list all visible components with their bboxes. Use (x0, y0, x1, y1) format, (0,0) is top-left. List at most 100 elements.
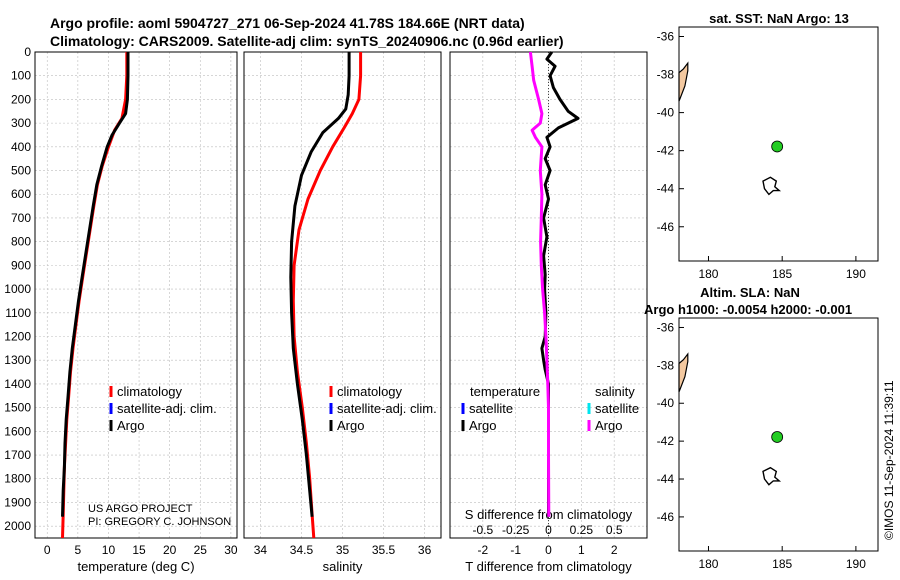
legend-diff-temp-head: temperature (470, 384, 540, 399)
x-tick-label: 20 (163, 543, 177, 557)
y-tick-label: 300 (11, 116, 31, 130)
y-tick-label: 2000 (4, 519, 31, 533)
series-line-argo (540, 51, 580, 517)
figure-title-line2: Climatology: CARS2009. Satellite-adj cli… (50, 33, 564, 49)
land-outline (678, 61, 689, 102)
y-tick-label: 500 (11, 164, 31, 178)
x-tick-label: 34 (254, 543, 268, 557)
legend-temperature-label: satellite-adj. clim. (117, 401, 217, 416)
lon-tick-label: 185 (772, 267, 792, 281)
y-tick-label: 1900 (4, 495, 31, 509)
x-tick-label: 2 (611, 543, 618, 557)
y-tick-label: 1500 (4, 401, 31, 415)
y-tick-label: 1800 (4, 472, 31, 486)
y-tick-label: 700 (11, 211, 31, 225)
legend-temperature-label: Argo (117, 418, 144, 433)
lat-tick-label: -46 (657, 510, 675, 524)
x-tick-label: 35.5 (372, 543, 396, 557)
map-bottom-title-line1: Altim. SLA: NaN (700, 285, 800, 300)
credit-line1: US ARGO PROJECT (88, 503, 193, 515)
lat-tick-label: -42 (657, 144, 675, 158)
x-tick-label: 0 (44, 543, 51, 557)
temperature-profile-panel: 0100200300400500600700800900100011001200… (4, 45, 238, 574)
plot-frame (34, 51, 238, 539)
legend-diff-temp-label: satellite (469, 401, 513, 416)
x-tick-label: 30 (224, 543, 238, 557)
legends: climatology satellite-adj. clim. Argo clima… (109, 384, 639, 433)
legend-temperature-label: climatology (117, 384, 183, 399)
map-bottom-title-line2: Argo h1000: -0.0054 h2000: -0.001 (644, 302, 852, 317)
lon-tick-label: 180 (698, 267, 718, 281)
float-location-marker (771, 140, 784, 153)
lat-tick-label: -42 (657, 434, 675, 448)
legend-salinity-label: Argo (337, 418, 364, 433)
series-line-climatology (291, 52, 363, 539)
lon-tick-label: 180 (698, 557, 718, 571)
legend-diff-temp-label: Argo (469, 418, 496, 433)
legend-diff-sal-label: satellite (595, 401, 639, 416)
legend-diff-sal-head: salinity (595, 384, 635, 399)
series-line-argo (528, 51, 551, 517)
y-tick-label: 200 (11, 92, 31, 106)
y-tick-label: 1600 (4, 424, 31, 438)
x-tick-label: 36 (418, 543, 432, 557)
lat-tick-label: -40 (657, 396, 675, 410)
lat-tick-label: -40 (657, 106, 675, 120)
x-axis-label: T difference from climatology (465, 559, 632, 574)
legend-salinity-label: satellite-adj. clim. (337, 401, 437, 416)
y-tick-label: 1300 (4, 353, 31, 367)
lat-tick-label: -38 (657, 358, 675, 372)
y-tick-label: 600 (11, 187, 31, 201)
plot-frame (243, 51, 442, 539)
x-tick-label: 25 (194, 543, 208, 557)
x-tick-label: 34.5 (290, 543, 314, 557)
map-top-title: sat. SST: NaN Argo: 13 (709, 11, 849, 26)
x-tick-label: 35 (336, 543, 350, 557)
x2-tick-label: 0 (545, 523, 552, 537)
lat-tick-label: -38 (657, 68, 675, 82)
y-tick-label: 1200 (4, 329, 31, 343)
lat-tick-label: -36 (657, 30, 675, 44)
salinity-profile-panel: 34 34.5 35 35.5 36 salinity (243, 51, 442, 574)
y-tick-label: 1400 (4, 377, 31, 391)
series-line-argo (61, 52, 130, 517)
location-map-top: -36 -38 -40 -42 -44 -46 180 185 190 (657, 26, 879, 281)
x2-tick-label: -0.25 (502, 523, 530, 537)
y-tick-label: 100 (11, 69, 31, 83)
series-line-argo (289, 52, 351, 517)
y-tick-label: 800 (11, 235, 31, 249)
x-tick-label: 0 (545, 543, 552, 557)
x2-tick-label: -0.5 (472, 523, 493, 537)
credit-line2: PI: GREGORY C. JOHNSON (88, 516, 231, 528)
lat-tick-label: -44 (657, 472, 675, 486)
y-tick-label: 1000 (4, 282, 31, 296)
x-tick-label: 1 (578, 543, 585, 557)
land-outline (678, 352, 689, 393)
x2-tick-label: 0.5 (606, 523, 623, 537)
lat-tick-label: -36 (657, 320, 675, 334)
x-tick-label: 5 (75, 543, 82, 557)
x-tick-label: 15 (132, 543, 146, 557)
x2-tick-label: 0.25 (570, 523, 594, 537)
lat-tick-label: -44 (657, 182, 675, 196)
imos-timestamp: ©IMOS 11-Sep-2024 11:39:11 (882, 380, 896, 540)
y-tick-label: 0 (24, 45, 31, 59)
x-axis-label: temperature (deg C) (77, 559, 194, 574)
x-tick-label: -1 (510, 543, 521, 557)
x-axis-label: salinity (323, 559, 363, 574)
float-location-marker (771, 431, 784, 443)
lon-tick-label: 190 (846, 267, 866, 281)
location-map-bottom: -36 -38 -40 -42 -44 -46 180 185 190 (657, 317, 879, 571)
plot-frame (449, 51, 648, 539)
y-tick-label: 1100 (5, 306, 31, 320)
island-outline (762, 466, 782, 486)
lat-tick-label: -46 (657, 220, 675, 234)
x-tick-label: 10 (102, 543, 116, 557)
figure-title-line1: Argo profile: aoml 5904727_271 06-Sep-20… (50, 15, 525, 31)
x-tick-label: -2 (477, 543, 488, 557)
y-tick-label: 900 (11, 258, 31, 272)
y-tick-label: 1700 (4, 448, 31, 462)
legend-salinity-label: climatology (337, 384, 403, 399)
